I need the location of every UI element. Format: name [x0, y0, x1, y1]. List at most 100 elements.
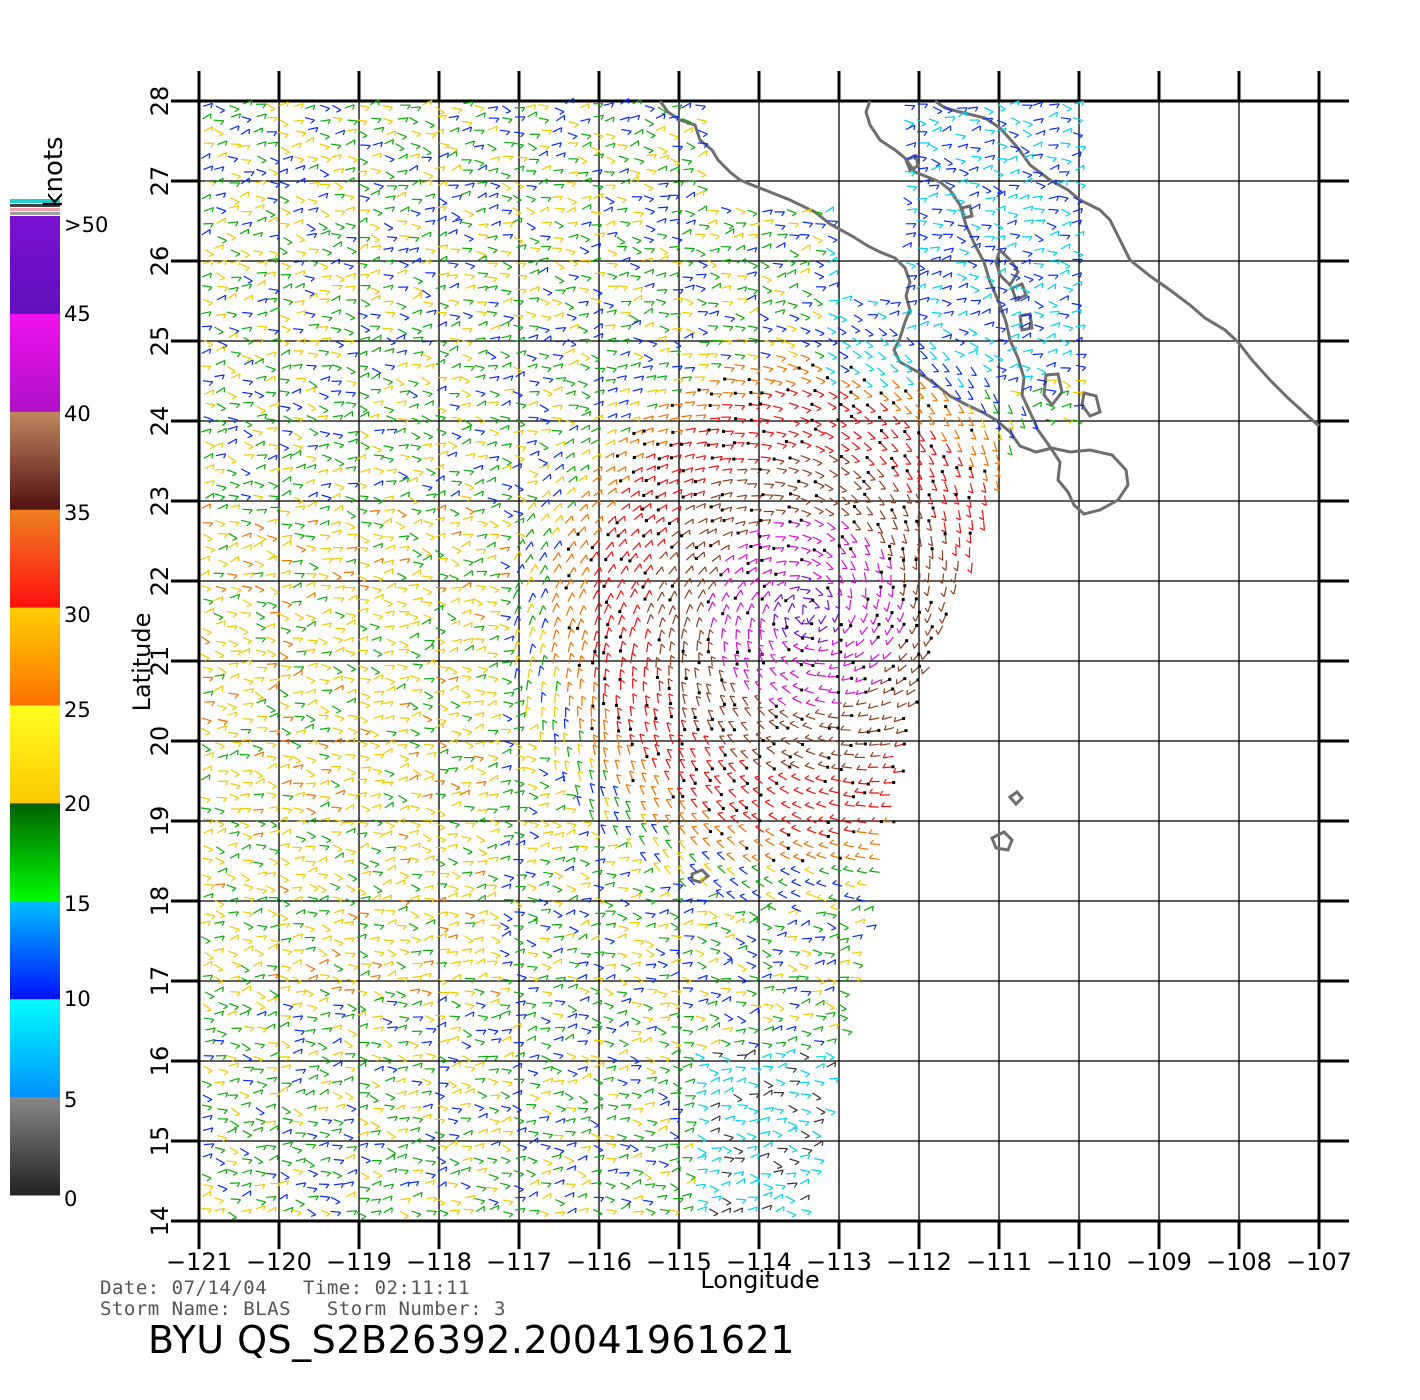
- wind-barb: [607, 272, 618, 278]
- wind-barb-flag: [535, 363, 538, 369]
- wind-barb-flag: [639, 320, 642, 326]
- wind-barb: [956, 261, 967, 264]
- wind-barb-flag: [950, 185, 956, 190]
- wind-barb: [826, 327, 837, 333]
- wind-barb: [489, 375, 500, 379]
- wind-barb-flag: [284, 447, 289, 452]
- wind-barb: [489, 156, 500, 161]
- wind-barb-flag: [310, 277, 315, 282]
- wind-barb: [499, 320, 510, 327]
- wind-barb-flag: [534, 440, 538, 446]
- wind-barb: [957, 442, 963, 453]
- wind-barb-flag: [613, 263, 618, 269]
- wind-barb: [632, 286, 643, 291]
- wind-barb: [293, 328, 304, 331]
- wind-barb: [216, 217, 226, 224]
- wind-barb-flag: [560, 503, 563, 509]
- wind-barb: [564, 515, 573, 524]
- wind-barb: [240, 493, 251, 498]
- wind-barb: [580, 352, 591, 359]
- wind-barb-flag: [454, 301, 460, 306]
- wind-barb: [906, 324, 917, 330]
- wind-barb-flag: [841, 424, 847, 428]
- wind-barb: [645, 224, 656, 231]
- wind-barb-flag: [351, 392, 356, 398]
- wind-barb: [411, 179, 421, 186]
- wind-barb-flag: [520, 217, 523, 224]
- wind-barb: [334, 401, 345, 404]
- wind-barb: [981, 308, 991, 315]
- wind-barb-flag: [972, 333, 978, 337]
- wind-barb-flag: [467, 342, 473, 347]
- wind-barb-flag: [928, 463, 934, 465]
- wind-barb-flag: [1040, 402, 1042, 408]
- wind-barb-flag: [795, 460, 800, 465]
- wind-barb-flag: [654, 389, 658, 395]
- wind-barb-flag: [702, 467, 706, 473]
- rain-flag-dot: [849, 390, 853, 394]
- wind-barb-flag: [429, 180, 433, 186]
- wind-barb: [413, 351, 424, 355]
- wind-barb-flag: [401, 136, 407, 140]
- wind-barb: [1049, 164, 1060, 170]
- wind-barb-flag: [599, 103, 604, 109]
- rain-flag-dot: [632, 456, 636, 459]
- wind-barb: [334, 585, 345, 589]
- wind-barb: [995, 205, 1006, 211]
- wind-barb: [815, 470, 825, 477]
- wind-barb-flag: [506, 546, 511, 552]
- wind-barb: [565, 181, 576, 184]
- wind-barb-flag: [264, 311, 268, 317]
- wind-barb: [436, 206, 447, 209]
- wind-barb-flag: [870, 437, 876, 441]
- wind-barb-flag: [637, 115, 641, 121]
- wind-barb: [984, 455, 989, 466]
- wind-barb-flag: [627, 311, 631, 317]
- wind-barb: [331, 364, 342, 369]
- wind-barb-flag: [767, 445, 772, 450]
- rain-flag-dot: [942, 455, 946, 459]
- wind-barb-flag: [715, 210, 720, 216]
- wind-barb-flag: [625, 451, 627, 457]
- wind-barb-flag: [964, 107, 968, 113]
- wind-barb-flag: [598, 135, 604, 140]
- wind-barb-flag: [818, 523, 824, 528]
- wind-barb: [684, 518, 694, 525]
- wind-barb-flag: [892, 527, 898, 530]
- wind-barb: [526, 311, 537, 316]
- wind-barb: [800, 327, 811, 332]
- wind-barb-flag: [299, 450, 302, 456]
- wind-barb-flag: [283, 124, 289, 128]
- wind-barb-flag: [1027, 123, 1033, 128]
- wind-barb: [590, 257, 601, 262]
- wind-barb: [760, 403, 771, 407]
- wind-barb: [643, 415, 654, 420]
- wind-barb: [501, 399, 511, 407]
- wind-barb-flag: [454, 564, 460, 567]
- wind-barb-flag: [795, 422, 800, 427]
- wind-barb: [488, 192, 499, 198]
- wind-barb-flag: [445, 321, 448, 327]
- wind-barb-flag: [742, 222, 747, 228]
- rain-flag-dot: [710, 519, 714, 523]
- wind-barb: [411, 569, 421, 576]
- wind-barb: [477, 272, 488, 275]
- wind-barb-flag: [263, 271, 268, 277]
- wind-barb-flag: [920, 387, 926, 390]
- wind-barb-flag: [468, 561, 474, 566]
- wind-barb: [399, 390, 410, 393]
- wind-barb: [230, 556, 239, 563]
- wind-barb: [879, 378, 889, 386]
- wind-barb: [201, 428, 212, 433]
- wind-barb: [283, 415, 293, 421]
- wind-barb-flag: [376, 170, 381, 175]
- wind-barb: [957, 456, 964, 467]
- wind-barb: [502, 105, 512, 112]
- wind-barb: [590, 297, 601, 302]
- wind-barb: [398, 417, 409, 421]
- wind-barb: [890, 429, 899, 438]
- wind-barb-flag: [641, 453, 644, 459]
- wind-barb-flag: [623, 286, 628, 291]
- wind-barb-flag: [522, 404, 527, 409]
- wind-barb: [992, 393, 999, 404]
